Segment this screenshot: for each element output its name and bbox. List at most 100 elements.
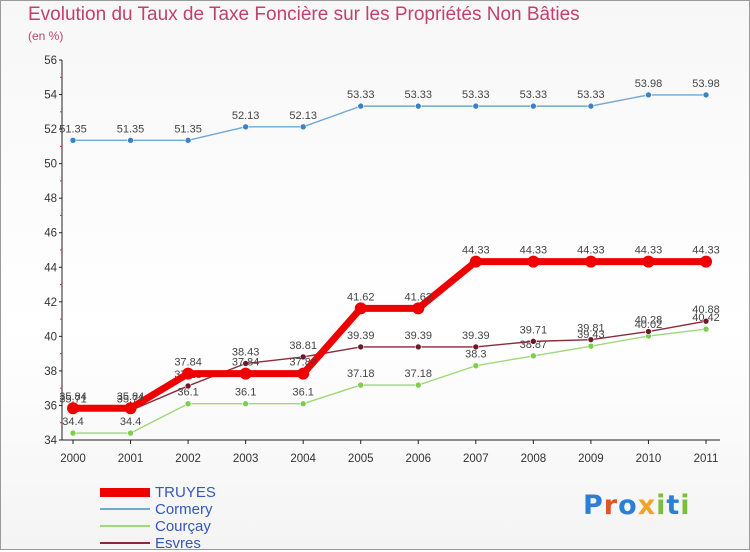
data-point-couray [242,400,249,408]
data-label-truyes: 44.33 [635,245,663,257]
unit-label: (en %) [28,29,64,43]
data-label-truyes: 37.84 [174,357,202,369]
data-point-cormery [299,123,307,131]
data-label-cormery: 53.33 [462,89,490,101]
data-label-cormery: 53.33 [405,89,433,101]
data-point-truyes [182,367,195,380]
logo-letter: i [656,490,667,521]
logo-letter: P [583,490,604,521]
data-point-esvres [702,317,710,325]
data-point-couray [69,429,77,437]
data-point-cormery [127,137,134,144]
data-label-cormery: 53.98 [635,78,663,90]
data-label-couray: 38.3 [465,349,486,361]
data-label-truyes: 44.33 [692,245,720,257]
data-label-couray: 36.1 [292,387,313,399]
y-tick-label: 40 [44,331,57,343]
data-point-esvres [357,343,365,351]
data-label-cormery: 51.35 [117,123,145,135]
data-label-cormery: 51.35 [59,123,87,135]
data-label-truyes: 37.84 [232,357,260,369]
chart-title: Evolution du Taux de Taxe Foncière sur l… [28,4,580,25]
series-line-truyes [73,258,706,412]
data-label-couray: 36.1 [177,387,198,399]
legend-label-esvres: Esvres [155,535,201,552]
data-label-esvres: 38.81 [289,340,317,352]
data-point-cormery [242,123,249,131]
data-point-couray [299,400,307,408]
data-point-couray [184,400,192,408]
data-point-truyes [642,255,655,268]
data-label-truyes: 37.84 [289,357,317,369]
data-point-cormery [357,102,365,110]
x-tick-label: 2002 [175,453,201,465]
data-label-esvres: 39.39 [347,330,375,342]
x-tick-label: 2003 [233,453,259,465]
data-label-esvres: 39.71 [520,324,548,336]
data-label-cormery: 53.33 [347,89,375,101]
data-point-couray [472,362,480,370]
data-point-couray [414,381,422,389]
data-point-truyes [67,402,79,415]
data-point-truyes [584,255,597,268]
y-tick-label: 44 [44,262,57,274]
data-label-esvres: 40.88 [692,304,720,316]
data-label-truyes: 41.62 [347,291,375,303]
data-label-couray: 37.18 [347,368,375,380]
y-tick-label: 42 [44,297,57,309]
data-point-truyes [239,367,252,380]
y-tick-label: 38 [44,366,57,378]
data-point-couray [587,342,595,350]
data-point-cormery [645,91,652,99]
legend-label-truyes: TRUYES [155,484,216,501]
y-tick-label: 52 [44,124,57,136]
x-tick-label: 2004 [290,453,316,465]
data-point-esvres [645,328,652,335]
data-label-truyes: 41.62 [405,291,433,303]
y-tick-label: 36 [44,400,57,412]
logo-letter: x [637,490,657,521]
x-tick-label: 2011 [694,453,719,465]
legend-label-cormery: Cormery [155,501,213,518]
data-label-cormery: 53.33 [520,89,548,101]
data-label-couray: 37.18 [405,368,433,380]
data-point-truyes [354,302,367,315]
data-point-truyes [412,302,425,315]
data-point-couray [530,352,537,360]
data-label-esvres: 39.39 [462,330,490,342]
legend-swatch-cormery [100,508,150,510]
y-tick-label: 46 [44,228,57,240]
data-point-truyes [469,255,482,268]
data-point-couray [127,429,134,437]
data-point-esvres [184,382,192,390]
data-label-esvres: 39.81 [577,323,605,335]
y-tick-label: 50 [44,159,57,171]
data-point-cormery [702,91,710,99]
x-tick-label: 2010 [636,453,662,465]
data-label-truyes: 35.84 [59,391,87,403]
data-point-esvres [587,336,595,343]
data-label-cormery: 52.13 [232,110,260,122]
logo-letter: o [618,490,638,521]
data-point-truyes [527,255,540,268]
data-label-cormery: 52.13 [289,110,317,122]
data-point-cormery [587,102,595,110]
data-label-truyes: 35.84 [117,391,145,403]
x-tick-label: 2001 [118,453,144,465]
legend-swatch-truyes [100,487,150,497]
data-point-couray [702,325,710,333]
data-label-truyes: 44.33 [462,245,490,257]
data-label-esvres: 38.43 [232,346,260,358]
data-label-couray: 36.1 [235,387,256,399]
data-label-truyes: 44.33 [577,245,605,257]
data-label-esvres: 35.71 [59,393,87,405]
proxiti-logo: Proxiti [583,490,691,521]
x-tick-label: 2006 [405,453,431,465]
data-point-cormery [184,137,192,144]
data-label-cormery: 51.35 [174,123,202,135]
y-tick-label: 48 [44,193,57,205]
logo-letter: i [680,490,691,521]
data-label-couray: 40.02 [635,319,663,331]
